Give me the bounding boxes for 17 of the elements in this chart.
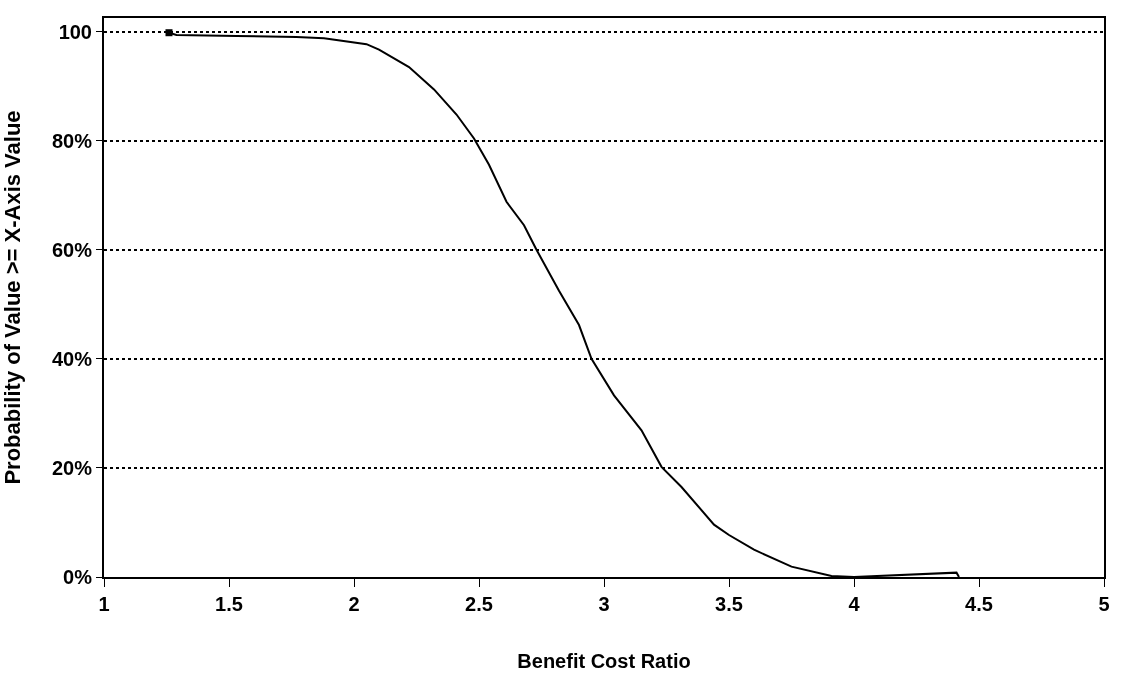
- x-tick-label: 4.5: [965, 593, 993, 615]
- x-tick-label: 1.5: [215, 593, 243, 615]
- y-axis-title: Probability of Value >= X-Axis Value: [0, 110, 26, 485]
- y-tick-label: 60%: [51, 238, 93, 261]
- y-tick-label: 20%: [51, 456, 93, 479]
- x-tick-label: 3.5: [715, 593, 743, 615]
- x-tick-label: 2.5: [465, 593, 493, 615]
- x-axis-title: Benefit Cost Ratio: [517, 650, 691, 672]
- x-tick-label: 2: [348, 593, 360, 615]
- x-tick-label: 3: [598, 593, 610, 615]
- y-tick-label: 40%: [51, 347, 93, 370]
- x-tick-label: 5: [1098, 593, 1110, 615]
- y-tick-label: 0%: [63, 566, 93, 588]
- y-tick-label: 100: [58, 20, 92, 43]
- x-tick-label: 4: [848, 593, 861, 615]
- y-tick-label: 80%: [51, 129, 93, 152]
- x-tick-label: 1: [98, 593, 110, 615]
